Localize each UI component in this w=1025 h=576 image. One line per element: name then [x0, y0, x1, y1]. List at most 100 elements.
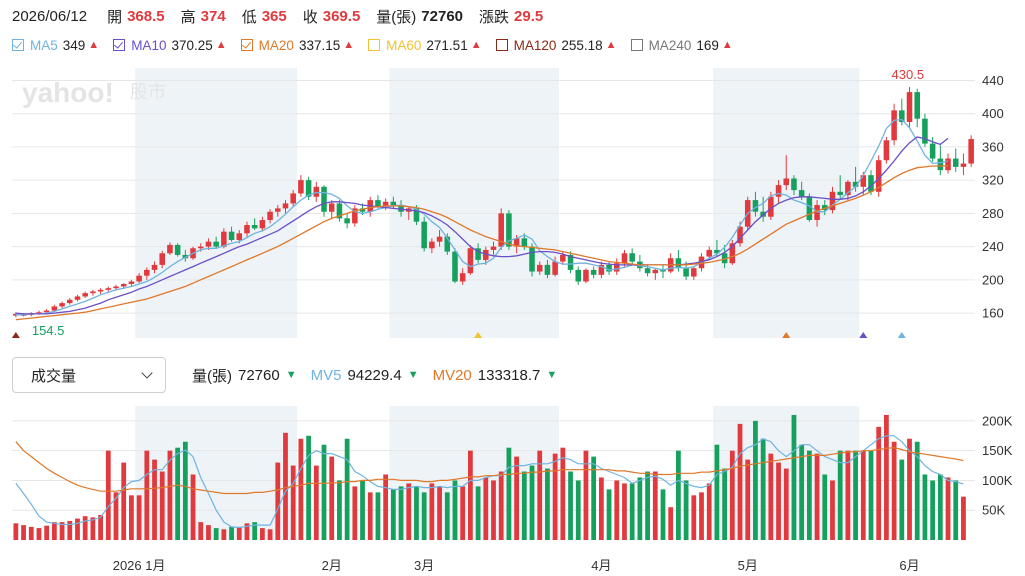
candle-body: [390, 201, 397, 206]
volume-bar: [891, 441, 897, 540]
candle-body: [821, 205, 828, 211]
triangle-up-icon: ▲: [88, 39, 100, 51]
ma-legend-item[interactable]: MA120 255.18 ▲: [495, 37, 617, 53]
ma-legend-value: 337.15: [298, 37, 341, 53]
candle-body: [59, 303, 65, 307]
candle-body: [298, 180, 304, 194]
candle-body: [560, 254, 566, 262]
ma-legend-item[interactable]: MA60 271.51 ▲: [368, 38, 482, 53]
candle-body: [221, 231, 227, 247]
candle-body: [498, 213, 504, 247]
high-value: 374: [200, 7, 226, 25]
x-tick-label: 3月: [414, 558, 434, 573]
ma-legend-item[interactable]: MA20 337.15 ▲: [240, 37, 354, 53]
candle-body: [598, 264, 605, 275]
candle-body: [906, 92, 913, 122]
candle-body: [521, 238, 528, 247]
volume-bar: [406, 483, 412, 540]
volume-bar: [352, 486, 358, 540]
candle-body: [128, 281, 135, 284]
y-tick-label: 150K: [982, 443, 1013, 458]
candle-body: [205, 241, 212, 247]
volume-bar: [444, 492, 450, 540]
candle-body: [13, 313, 19, 316]
candle-body: [74, 296, 81, 300]
price-chart: 160 200 240 280 320 360 400 440 yahoo! 股市 430.5 154…: [11, 67, 1004, 338]
triangle-down-icon: ▼: [407, 369, 419, 381]
candle-body: [375, 200, 381, 207]
triangle-up-icon: ▲: [721, 39, 733, 51]
candle-body: [798, 190, 805, 197]
candle-body: [945, 158, 951, 171]
y-tick-label: 200: [982, 272, 1004, 287]
candle-body: [36, 312, 42, 314]
volume-bar: [537, 450, 543, 540]
volume-bar: [760, 438, 766, 540]
candle-body: [251, 225, 258, 229]
volume-bar: [514, 456, 520, 540]
candle-body: [174, 244, 181, 255]
volume-bar: [699, 492, 704, 540]
checkbox-icon[interactable]: [495, 39, 508, 51]
candle-body: [899, 110, 905, 122]
candle-body: [922, 118, 928, 144]
candle-body: [883, 140, 890, 161]
volume-bar: [129, 495, 134, 540]
checkbox-icon[interactable]: [368, 39, 381, 51]
volume-bar: [783, 468, 789, 540]
volume-bar: [236, 526, 242, 540]
volume-bar: [545, 468, 550, 540]
volume-bar: [753, 420, 758, 540]
checkbox-checked-icon[interactable]: [12, 39, 24, 51]
candle-body: [860, 175, 867, 187]
candle-body: [359, 208, 366, 212]
checkbox-checked-icon[interactable]: [240, 39, 253, 51]
indicator-select[interactable]: 成交量: [12, 357, 166, 393]
candle-body: [398, 205, 404, 212]
y-tick-label: 320: [982, 173, 1004, 188]
volume-bar: [59, 522, 65, 540]
volume-bar: [367, 492, 373, 540]
candle-body: [259, 220, 266, 229]
volume-bar: [121, 462, 127, 540]
candle-body: [567, 254, 574, 270]
ma-legend-item[interactable]: MA10 370.25 ▲: [113, 38, 227, 53]
event-marker-icon: [474, 332, 483, 338]
triangle-down-icon: ▼: [285, 369, 297, 381]
yahoo-logo: yahoo!: [22, 77, 114, 108]
volume-bar: [729, 450, 735, 540]
volume-bar: [907, 438, 912, 540]
ma-legend-item[interactable]: MA5 349 ▲: [12, 38, 99, 53]
indicator-select-value: 成交量: [31, 367, 77, 385]
volume-bar: [28, 526, 34, 540]
ma10-line: [15, 136, 949, 315]
volume-bar: [606, 489, 612, 540]
volume-bar: [706, 483, 712, 540]
volume-bar: [884, 414, 889, 540]
volume-bar: [922, 474, 928, 540]
checkbox-checked-icon[interactable]: [113, 39, 126, 51]
y-tick-label: 280: [982, 206, 1004, 221]
volume-bar: [452, 480, 458, 540]
candle-body: [775, 185, 782, 197]
volume-bar: [622, 483, 627, 540]
candle-body: [120, 284, 127, 287]
candle-body: [43, 310, 50, 313]
checkbox-icon[interactable]: [630, 39, 643, 51]
ma-legend-name: MA120: [513, 37, 557, 53]
candle-body: [852, 181, 859, 187]
candle-body: [575, 269, 582, 282]
candle-body: [952, 158, 959, 167]
ma-legend-item[interactable]: MA240 169 ▲: [630, 38, 733, 53]
low-label: 低: [241, 8, 257, 26]
volume-bar: [737, 423, 743, 540]
volume-bar: [36, 528, 42, 540]
volume-bar: [676, 450, 681, 540]
volume-bar: [175, 447, 181, 540]
volume-bar: [321, 444, 327, 540]
mv5-legend-value: 94229.4: [347, 366, 402, 384]
yahoo-logo-suffix: 股市: [130, 82, 166, 103]
volume-bar: [421, 492, 427, 540]
high-marker-label: 430.5: [892, 67, 925, 82]
volume-bar: [390, 489, 396, 540]
